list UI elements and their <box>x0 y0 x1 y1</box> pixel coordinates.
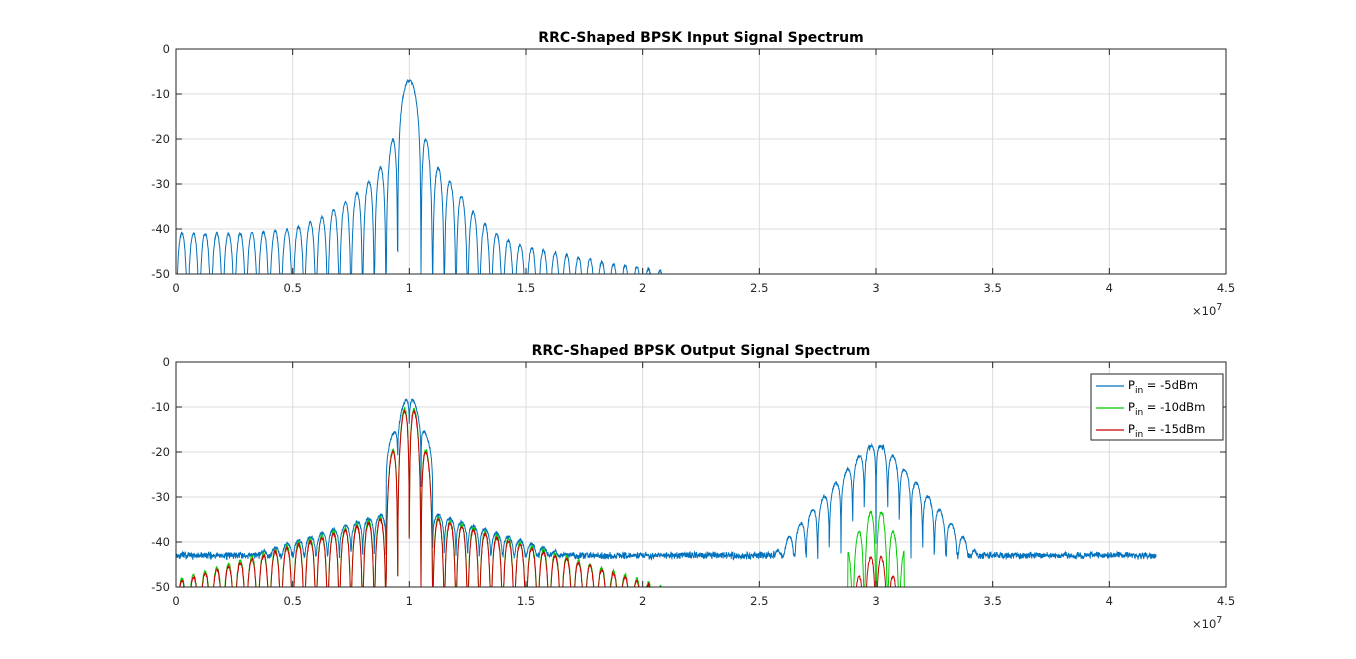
x-tick-label: 1 <box>406 594 413 608</box>
x-tick-label: 4.5 <box>1217 594 1235 608</box>
legend-label-5dbm: Pin = -5dBm <box>1128 378 1198 396</box>
legend-box <box>1090 373 1224 441</box>
x-tick-label: 4 <box>1106 281 1113 295</box>
x-tick-label: 4.5 <box>1217 281 1235 295</box>
input-grid <box>176 49 1226 274</box>
x-tick-label: 0 <box>172 594 179 608</box>
x-tick-label: 2 <box>639 281 646 295</box>
y-tick-label: -10 <box>151 400 170 414</box>
x-tick-label: 3 <box>872 281 879 295</box>
input-ticks: 0 0.5 1 1.5 2 2.5 3 3.5 4 4.5 0 -10 -20 -30 -40 -50 <box>151 42 1235 295</box>
x-tick-label: 2.5 <box>750 281 768 295</box>
y-tick-label: -20 <box>151 445 170 459</box>
output-axes-box <box>175 361 1227 588</box>
x-tick-label: 1.5 <box>517 594 535 608</box>
y-tick-label: 0 <box>163 42 170 56</box>
x-tick-label: 0.5 <box>284 281 302 295</box>
x-tick-label: 0.5 <box>284 594 302 608</box>
y-tick-label: -40 <box>151 535 170 549</box>
y-tick-label: -20 <box>151 132 170 146</box>
legend-label-10dbm: Pin = -10dBm <box>1128 400 1205 418</box>
y-tick-label: -40 <box>151 222 170 236</box>
x-tick-label: 4 <box>1106 594 1113 608</box>
y-tick-label: -50 <box>151 580 170 594</box>
input-x-multiplier: ×107 <box>1192 302 1222 318</box>
output-spectrum-panel: 0 0.5 1 1.5 2 2.5 3 3.5 4 4.5 0 -10 -20 -30 -40 -50 RRC… <box>151 343 1235 631</box>
y-tick-label: -30 <box>151 177 170 191</box>
input-spectrum-panel: 0 0.5 1 1.5 2 2.5 3 3.5 4 4.5 0 -10 -20 -30 -40 -50 RRC… <box>151 30 1235 318</box>
output-x-multiplier: ×107 <box>1192 615 1222 631</box>
input-axes-background <box>176 49 1226 274</box>
x-tick-label: 3 <box>872 594 879 608</box>
x-tick-label: 1.5 <box>517 281 535 295</box>
legend: Pin = -5dBm Pin = -10dBm Pin = -15dBm <box>1090 373 1224 441</box>
output-grid <box>176 362 1226 587</box>
y-tick-label: 0 <box>163 355 170 369</box>
x-tick-label: 2 <box>639 594 646 608</box>
x-tick-label: 1 <box>406 281 413 295</box>
y-tick-label: -50 <box>151 267 170 281</box>
x-tick-label: 0 <box>172 281 179 295</box>
x-tick-label: 3.5 <box>984 281 1002 295</box>
x-tick-label: 2.5 <box>750 594 768 608</box>
y-tick-label: -10 <box>151 87 170 101</box>
output-chart-title: RRC-Shaped BPSK Output Signal Spectrum <box>532 343 871 359</box>
output-ticks: 0 0.5 1 1.5 2 2.5 3 3.5 4 4.5 0 -10 -20 -30 -40 -50 <box>151 355 1235 608</box>
legend-label-15dbm: Pin = -15dBm <box>1128 422 1205 440</box>
input-axes-box <box>175 48 1227 275</box>
y-tick-label: -30 <box>151 490 170 504</box>
output-series-5dbm <box>175 398 1157 561</box>
input-chart-title: RRC-Shaped BPSK Input Signal Spectrum <box>538 30 863 46</box>
x-tick-label: 3.5 <box>984 594 1002 608</box>
